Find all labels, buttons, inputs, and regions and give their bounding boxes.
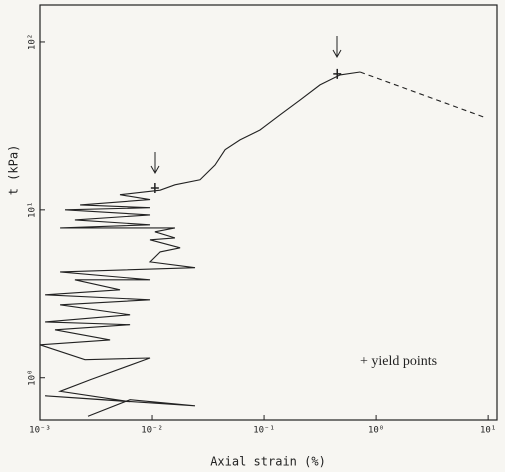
x-tick-label: 10¹ [480, 426, 496, 436]
x-tick-label: 10⁻³ [29, 426, 51, 436]
annotation: + yield points [360, 354, 437, 369]
yield-point [150, 182, 159, 193]
y-tick-label: 10² [28, 34, 38, 50]
x-axis-label: Axial strain (%) [210, 455, 326, 469]
y-tick-label: 10¹ [28, 202, 38, 218]
data-line [359, 71, 487, 119]
arrows [150, 36, 342, 175]
yield-point [333, 68, 342, 79]
y-tick-label: 10⁰ [28, 370, 38, 386]
y-axis-label: t (kPa) [7, 145, 21, 196]
x-tick-label: 10⁰ [368, 426, 384, 436]
x-tick-label: 10⁻² [141, 426, 163, 436]
plot-frame [39, 4, 498, 421]
data-line [39, 71, 361, 417]
x-tick-label: 10⁻¹ [253, 426, 275, 436]
